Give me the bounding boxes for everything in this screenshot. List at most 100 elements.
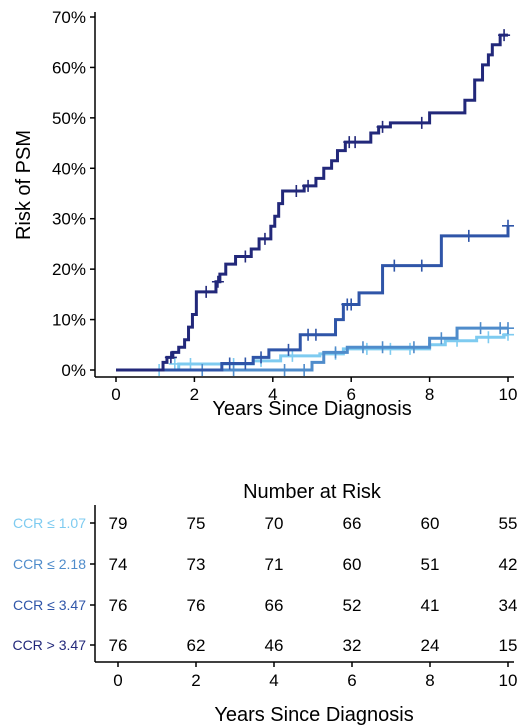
censor-mark: [415, 259, 428, 272]
censor-mark: [239, 357, 252, 370]
number-at-risk-table: Number at Risk CCR ≤ 1.07 79 75 70 66 60 55CCR…: [12, 481, 517, 726]
y-tick-label: 70%: [52, 8, 86, 27]
risk-count: 32: [343, 636, 362, 655]
x-tick-label: 10: [499, 385, 518, 404]
series-line: [116, 33, 508, 372]
risk-x-tick-label: 4: [269, 671, 278, 690]
y-tick-label: 10%: [52, 311, 86, 330]
censor-mark: [184, 357, 197, 370]
risk-row: CCR > 3.47 76 62 46 32 24 15: [12, 636, 517, 655]
risk-table-x-ticks: 0 2 4 6 8 10: [113, 662, 517, 690]
censor-mark: [376, 341, 389, 354]
risk-count: 66: [343, 514, 362, 533]
risk-count: 71: [265, 555, 284, 574]
censor-mark: [407, 341, 420, 354]
risk-count: 70: [265, 514, 284, 533]
risk-count: 76: [187, 596, 206, 615]
censor-mark: [239, 250, 252, 263]
censor-mark: [282, 343, 295, 356]
risk-row-label: CCR ≤ 1.07: [13, 515, 86, 531]
censor-mark: [278, 364, 291, 376]
censor-mark: [388, 259, 401, 272]
y-tick-label: 0%: [61, 361, 86, 380]
x-tick-label: 8: [425, 385, 434, 404]
risk-count: 75: [187, 514, 206, 533]
censor-mark: [258, 232, 271, 245]
risk-row: CCR ≤ 2.18 74 73 71 60 51 42: [13, 555, 518, 574]
censor-mark: [302, 179, 315, 192]
censor-mark: [462, 229, 475, 242]
risk-x-tick-label: 6: [347, 671, 356, 690]
censor-mark: [329, 346, 342, 359]
risk-count: 79: [109, 514, 128, 533]
risk-row: CCR ≤ 3.47 76 76 66 52 41 34: [13, 596, 518, 615]
censor-mark: [356, 341, 369, 354]
censor-mark: [309, 328, 322, 341]
series-layer: [116, 29, 514, 376]
censor-mark: [502, 219, 514, 232]
y-tick-label: 30%: [52, 210, 86, 229]
y-tick-label: 60%: [52, 58, 86, 77]
risk-table-rows: CCR ≤ 1.07 79 75 70 66 60 55 CCR ≤ 2.18 74 73 71 60…: [12, 514, 517, 655]
x-tick-label: 0: [111, 385, 120, 404]
x-tick-label: 2: [190, 385, 199, 404]
risk-table-x-axis-title: Years Since Diagnosis: [214, 704, 413, 726]
censor-mark: [384, 342, 397, 355]
censor-mark: [345, 298, 358, 311]
risk-count: 24: [421, 636, 440, 655]
risk-count: 60: [421, 514, 440, 533]
censor-mark: [298, 364, 311, 376]
risk-count: 34: [499, 596, 518, 615]
cumulative-risk-plot: 0% 10% 20% 30% 40% 50% 60% 70% 0 2 4 6 8 10 Risk of …: [13, 8, 517, 420]
censor-mark: [211, 275, 224, 288]
censor-mark: [164, 351, 177, 364]
risk-x-tick-label: 8: [425, 671, 434, 690]
x-tick-label: 4: [268, 385, 277, 404]
censor-mark: [168, 357, 181, 370]
risk-count: 55: [499, 514, 518, 533]
censor-mark: [376, 120, 389, 133]
series-line: [116, 225, 510, 372]
risk-row-label: CCR ≤ 3.47: [13, 597, 86, 613]
risk-count: 66: [265, 596, 284, 615]
x-tick-label: 6: [346, 385, 355, 404]
risk-count: 62: [187, 636, 206, 655]
risk-x-tick-label: 2: [191, 671, 200, 690]
x-axis-ticks: 0 2 4 6 8 10: [111, 377, 517, 404]
y-tick-label: 40%: [52, 159, 86, 178]
series-2: [116, 322, 514, 376]
censor-mark: [255, 351, 268, 364]
risk-count: 15: [499, 636, 518, 655]
censor-mark: [223, 357, 236, 370]
censor-mark: [502, 322, 514, 335]
series-line: [116, 326, 508, 372]
risk-row-label: CCR > 3.47: [12, 637, 86, 653]
risk-count: 60: [343, 555, 362, 574]
risk-row: CCR ≤ 1.07 79 75 70 66 60 55: [13, 514, 518, 533]
risk-count: 51: [421, 555, 440, 574]
censor-mark: [415, 116, 428, 129]
risk-x-tick-label: 10: [499, 671, 518, 690]
censor-mark: [435, 332, 448, 345]
censor-mark: [498, 29, 511, 42]
x-axis-title: Years Since Diagnosis: [212, 398, 411, 420]
censor-mark: [227, 364, 240, 376]
censor-mark: [200, 285, 213, 298]
risk-count: 76: [109, 596, 128, 615]
risk-x-tick-label: 0: [113, 671, 122, 690]
censor-mark: [482, 331, 495, 344]
risk-count: 52: [343, 596, 362, 615]
y-axis-ticks: 0% 10% 20% 30% 40% 50% 60% 70%: [52, 8, 95, 380]
risk-count: 73: [187, 555, 206, 574]
censor-mark: [290, 184, 303, 197]
risk-count: 46: [265, 636, 284, 655]
censor-mark: [349, 136, 362, 149]
risk-count: 42: [499, 555, 518, 574]
risk-count: 76: [109, 636, 128, 655]
risk-table-title: Number at Risk: [243, 481, 382, 503]
y-axis-title: Risk of PSM: [13, 130, 35, 240]
y-tick-label: 50%: [52, 109, 86, 128]
risk-count: 41: [421, 596, 440, 615]
y-tick-label: 20%: [52, 260, 86, 279]
